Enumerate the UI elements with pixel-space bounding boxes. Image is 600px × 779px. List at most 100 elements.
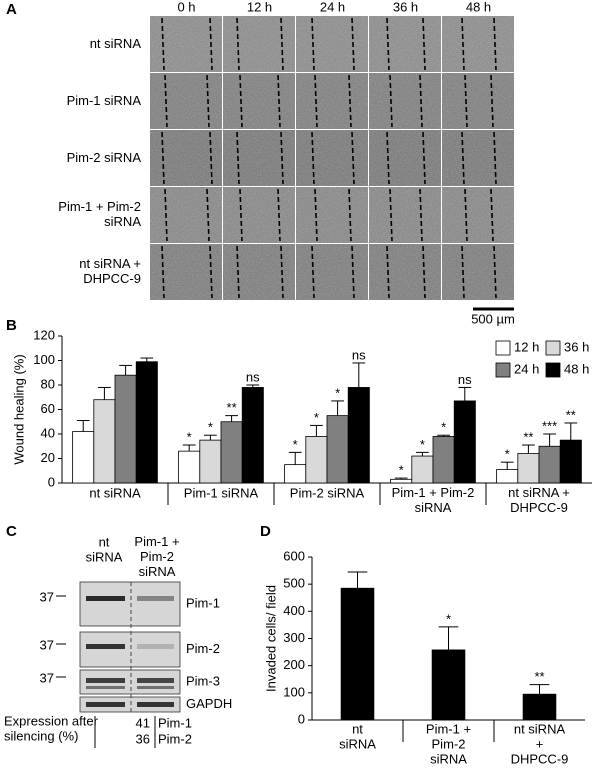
bar	[241, 387, 264, 484]
expression-title: Expression after silencing (%)	[4, 714, 99, 744]
scale-bar-label: 500 µm	[471, 311, 515, 326]
micrograph-texture	[223, 244, 295, 300]
error-bar	[458, 386, 472, 401]
band-label: Pim-3	[186, 673, 220, 688]
error-bar	[564, 422, 578, 441]
significance-label: *	[208, 420, 213, 435]
wound-edge	[239, 188, 243, 242]
wound-edge	[386, 17, 390, 71]
band-label: Pim-2	[186, 641, 220, 656]
wound-edge	[164, 74, 168, 128]
error-bar	[76, 420, 90, 432]
wound-edge	[419, 188, 423, 242]
wound-edge	[277, 188, 281, 242]
micrograph-texture	[369, 244, 441, 300]
wound-edge	[209, 245, 213, 299]
wound-edge	[493, 245, 497, 299]
blot	[79, 631, 181, 668]
bar	[178, 450, 201, 484]
micrograph-texture	[442, 187, 514, 243]
x-tick-label: nt siRNA	[339, 722, 376, 752]
wound-edge	[464, 188, 468, 242]
column-header: 36 h	[393, 0, 418, 14]
significance-label: ns	[352, 347, 366, 362]
bar	[135, 361, 158, 484]
bar	[453, 400, 476, 484]
y-tick-label: 200	[283, 657, 305, 672]
error-bar	[352, 362, 366, 388]
micrograph-texture	[296, 187, 368, 243]
wound-edge	[386, 131, 390, 185]
y-tick-label: 0	[298, 711, 305, 726]
micrograph-texture	[223, 16, 295, 72]
wound-edge	[461, 245, 465, 299]
error-bar	[416, 451, 429, 457]
expression-value: 36	[136, 731, 150, 746]
bar	[517, 453, 540, 484]
wound-edge	[161, 131, 165, 185]
significance-label: **	[534, 669, 544, 684]
wound-edge	[348, 74, 352, 128]
legend-label: 12 h	[514, 339, 539, 354]
micrograph-texture	[442, 130, 514, 186]
wound-edge	[464, 74, 468, 128]
wound-edge	[422, 131, 426, 185]
blot-band	[86, 686, 125, 689]
micrograph-texture	[150, 16, 222, 72]
x-tick-label: Pim-1 + Pim-2 siRNA	[426, 722, 471, 767]
blot	[79, 696, 181, 713]
wound-edge	[314, 188, 318, 242]
wound-edge	[389, 188, 393, 242]
wound-edge	[236, 131, 240, 185]
blot-band	[137, 596, 174, 601]
blot-band	[137, 686, 174, 689]
y-tick-label: 300	[283, 630, 305, 645]
bar	[220, 421, 243, 484]
significance-label: *	[187, 429, 192, 444]
error-bar	[522, 444, 535, 454]
legend-swatch	[495, 362, 511, 378]
column-header: 12 h	[247, 0, 272, 14]
row-label: Pim-1 + Pim-2 siRNA	[58, 199, 141, 229]
error-bar	[347, 571, 368, 589]
wound-edge	[422, 245, 426, 299]
wound-edge	[490, 188, 494, 242]
y-tick-label: 100	[33, 352, 55, 367]
error-bar	[394, 477, 408, 480]
blot-band	[137, 644, 174, 649]
panel-letter: B	[6, 317, 17, 334]
bar	[340, 587, 375, 721]
error-bar	[500, 461, 514, 470]
micrograph-texture	[442, 73, 514, 129]
x-tick-label: Pim-2 siRNA	[290, 485, 365, 500]
bar	[284, 464, 307, 484]
significance-label: **	[566, 407, 576, 422]
x-tick-label: Pim-1 + Pim-2 siRNA	[392, 485, 475, 515]
legend-label: 24 h	[514, 361, 539, 376]
bar	[326, 415, 349, 484]
legend-label: 48 h	[564, 361, 589, 376]
micrograph-texture	[369, 130, 441, 186]
wound-edge	[351, 17, 355, 71]
significance-label: ns	[458, 372, 472, 387]
bar	[347, 387, 370, 484]
wound-edge	[311, 17, 315, 71]
wound-edge	[164, 188, 168, 242]
significance-label: *	[420, 437, 425, 452]
wound-edge	[386, 245, 390, 299]
y-tick-label: 400	[283, 603, 305, 618]
x-tick-label: Pim-1 siRNA	[184, 485, 259, 500]
wound-edge	[493, 17, 497, 71]
micrograph-texture	[150, 244, 222, 300]
micrograph-texture	[223, 73, 295, 129]
micrograph-texture	[223, 187, 295, 243]
error-bar	[246, 384, 260, 388]
blot-band	[86, 596, 125, 601]
wound-edge	[351, 131, 355, 185]
significance-label: *	[314, 410, 319, 425]
blot-band	[86, 678, 125, 683]
size-marker: 37	[40, 670, 54, 685]
micrograph-texture	[223, 130, 295, 186]
row-label: nt siRNA	[90, 36, 142, 51]
significance-label: ***	[542, 418, 557, 433]
